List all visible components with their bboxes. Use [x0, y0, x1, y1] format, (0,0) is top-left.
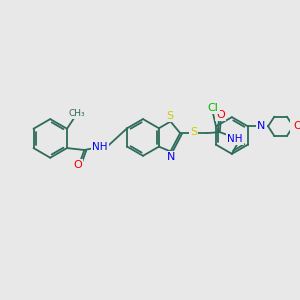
Text: O: O	[216, 110, 225, 120]
Text: O: O	[73, 160, 82, 170]
Text: S: S	[190, 127, 197, 137]
Text: N: N	[257, 121, 266, 131]
Text: CH₃: CH₃	[68, 109, 85, 118]
Text: Cl: Cl	[208, 103, 218, 113]
Text: NH: NH	[227, 134, 243, 144]
Text: NH: NH	[92, 142, 108, 152]
Text: O: O	[294, 121, 300, 131]
Text: N: N	[167, 152, 175, 162]
Text: S: S	[166, 111, 173, 121]
